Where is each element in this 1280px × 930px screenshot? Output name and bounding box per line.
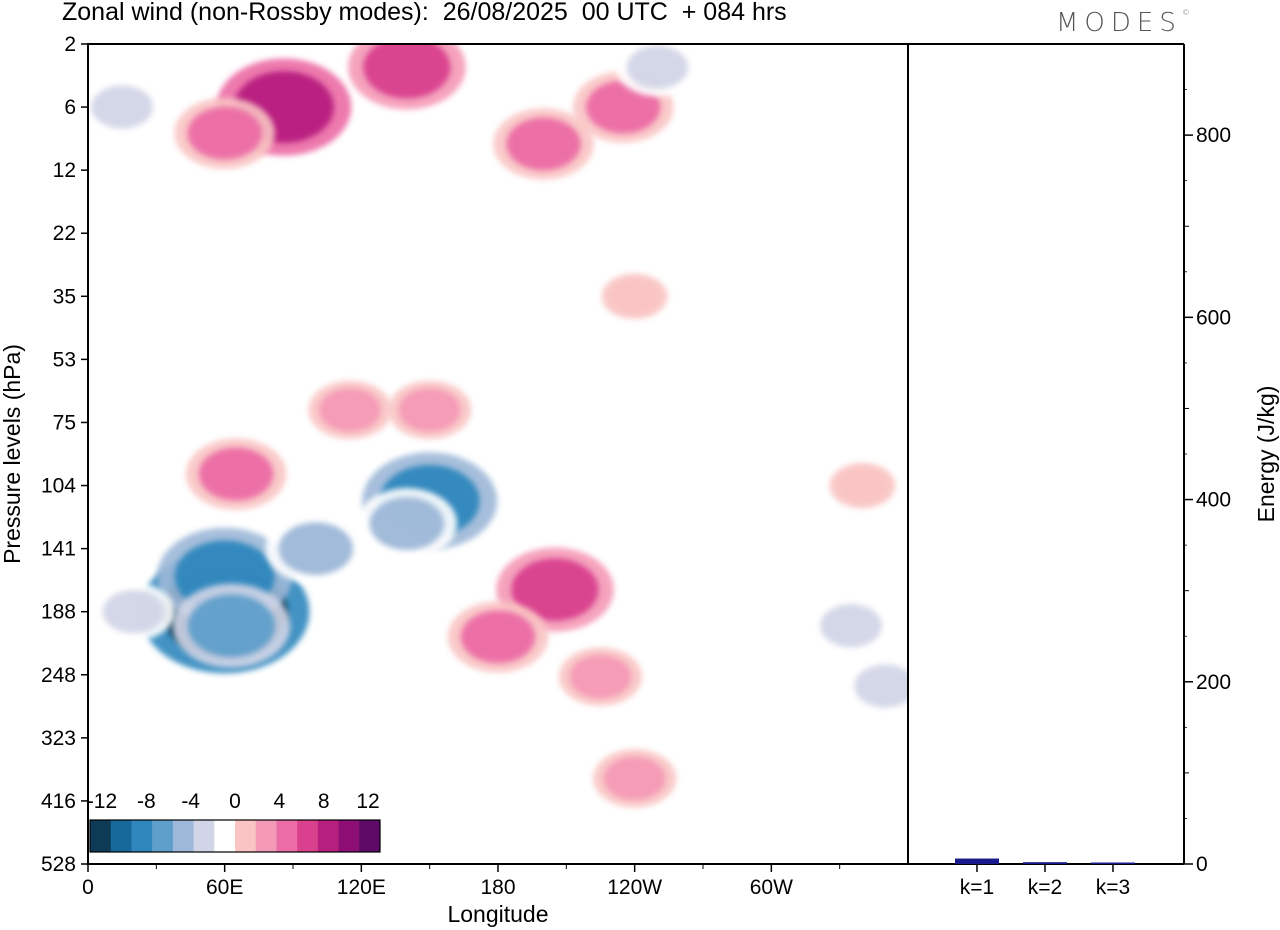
heatmap-blob — [626, 45, 689, 89]
heatmap-blob — [369, 497, 445, 551]
y-tick-label: 75 — [53, 411, 76, 434]
heatmap-blob — [460, 610, 536, 664]
energy-tick-label: 400 — [1196, 489, 1231, 512]
y-tick-label: 53 — [53, 348, 76, 371]
heatmap-layer — [88, 44, 908, 808]
heatmap-blob — [278, 522, 353, 576]
chart-title: Zonal wind (non-Rossby modes): 26/08/202… — [62, 0, 787, 26]
x-tick-label: 120W — [607, 876, 662, 899]
heatmap-blob — [91, 85, 153, 129]
heatmap-blob — [603, 756, 666, 800]
energy-tick-label: 200 — [1196, 671, 1231, 694]
colorbar-frame — [89, 819, 381, 853]
heatmap-blob — [198, 447, 274, 501]
colorbar-label: -12 — [87, 790, 117, 813]
heatmap-blob — [854, 664, 908, 708]
y-axis-title: Pressure levels (hPa) — [0, 344, 25, 564]
y-tick-label: 35 — [53, 285, 76, 308]
heatmap-blob — [398, 388, 461, 432]
y-tick-label: 528 — [41, 853, 76, 876]
x-tick-label: 180 — [480, 876, 515, 899]
x-tick-label: 60E — [206, 876, 243, 899]
colorbar-swatch — [90, 820, 112, 852]
y-tick-label: 12 — [53, 159, 76, 182]
y-tick-label: 6 — [64, 96, 76, 119]
energy-bar — [955, 858, 999, 864]
heatmap-blob — [506, 117, 581, 171]
heatmap-blob — [102, 590, 165, 634]
energy-category-label: k=1 — [960, 876, 994, 899]
heatmap-blob — [569, 655, 632, 699]
colorbar-label: -8 — [137, 790, 156, 813]
colorbar-swatch — [359, 820, 381, 852]
heatmap-blob — [838, 468, 887, 503]
energy-tick-label: 600 — [1196, 306, 1231, 329]
heatmap-blob — [187, 106, 262, 160]
energy-tick-label: 800 — [1196, 124, 1231, 147]
x-tick-label: 60W — [750, 876, 793, 899]
x-axis-title: Longitude — [447, 901, 548, 927]
energy-bar — [1091, 862, 1135, 864]
colorbar-label: 8 — [318, 790, 330, 813]
colorbar-label: 4 — [273, 790, 285, 813]
colorbar-swatch — [110, 820, 132, 852]
colorbar-swatch — [172, 820, 195, 852]
heatmap-blob — [511, 558, 599, 621]
x-tick-label: 0 — [82, 876, 94, 899]
colorbar-swatch — [131, 820, 153, 852]
colorbar-swatch — [214, 820, 236, 852]
colorbar-swatch — [317, 820, 340, 852]
y-tick-label: 2 — [64, 33, 76, 56]
y-tick-label: 141 — [41, 538, 76, 561]
energy-axes: 0 200 400 600 800 k=1 k=2 k=3 — [908, 43, 1231, 899]
colorbar-swatch — [297, 820, 319, 852]
colorbar-swatch — [338, 820, 360, 852]
energy-bar — [1023, 862, 1067, 864]
colorbar-swatch — [255, 820, 277, 852]
energy-axis-title: Energy (J/kg) — [1253, 386, 1279, 523]
colorbar-label: -4 — [181, 790, 200, 813]
modes-logo: MODES© — [1056, 8, 1190, 38]
heatmap-blob — [187, 594, 276, 657]
colorbar-label: 0 — [229, 790, 241, 813]
energy-category-label: k=3 — [1096, 876, 1130, 899]
y-tick-label: 323 — [41, 727, 76, 750]
y-tick-label: 188 — [41, 601, 76, 624]
colorbar-swatch — [152, 820, 174, 852]
colorbar: -12 -8 -4 0 4 8 12 — [87, 790, 381, 853]
y-tick-label: 22 — [53, 222, 76, 245]
heatmap-blob — [428, 249, 477, 283]
colorbar-swatch — [276, 820, 298, 852]
colorbar-swatch — [193, 820, 215, 852]
colorbar-swatch — [235, 820, 257, 852]
y-tick-label: 104 — [41, 475, 76, 498]
colorbar-label: 12 — [356, 790, 379, 813]
energy-category-label: k=2 — [1028, 876, 1062, 899]
heatmap-blob — [610, 279, 660, 314]
x-tick-label: 120E — [337, 876, 386, 899]
y-tick-label: 248 — [41, 664, 76, 687]
logo-text: MODES — [1056, 8, 1182, 38]
energy-tick-label: 0 — [1196, 853, 1208, 876]
heatmap-blob — [820, 604, 882, 648]
heatmap-blob — [363, 44, 451, 99]
heatmap-blob — [319, 388, 381, 432]
y-tick-label: 416 — [41, 790, 76, 813]
